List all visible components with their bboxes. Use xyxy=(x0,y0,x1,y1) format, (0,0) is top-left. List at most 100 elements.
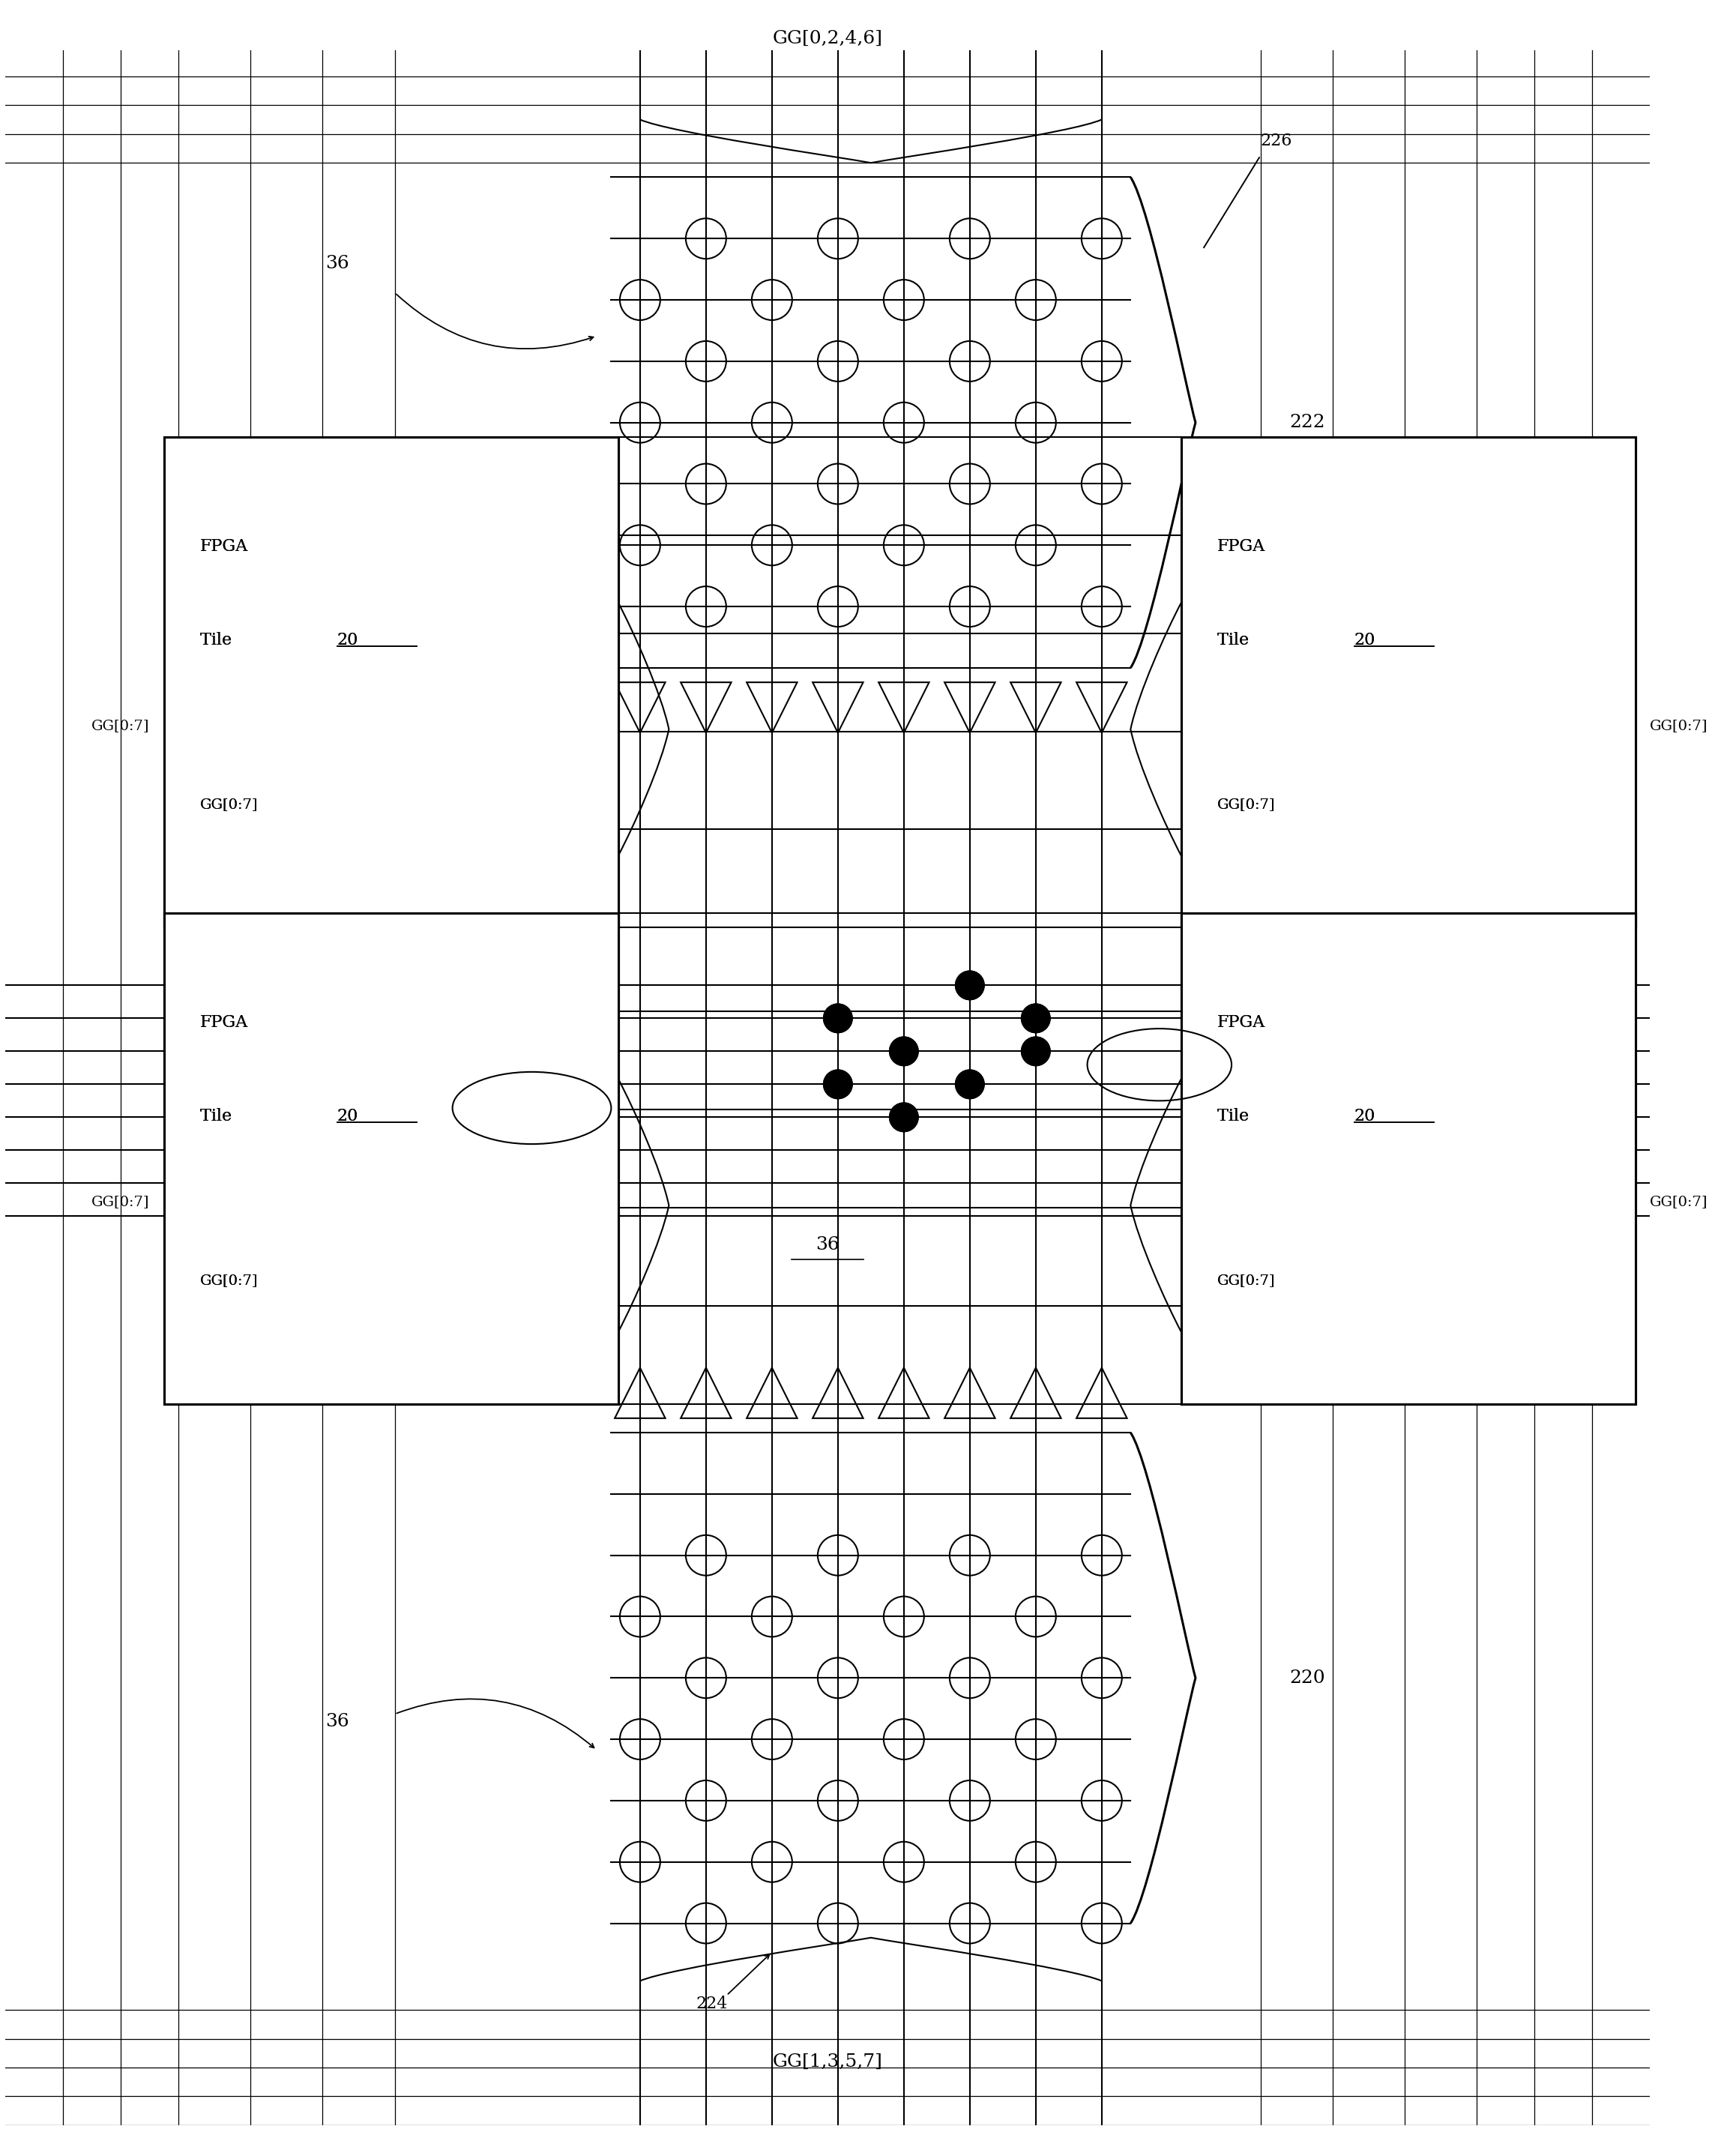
Circle shape xyxy=(1022,1037,1051,1065)
Text: Tile: Tile xyxy=(1217,1108,1254,1125)
Text: Tile: Tile xyxy=(200,1108,238,1125)
FancyBboxPatch shape xyxy=(1181,438,1636,927)
Circle shape xyxy=(381,1037,408,1065)
Circle shape xyxy=(1318,1005,1347,1033)
Text: 20: 20 xyxy=(337,1108,359,1125)
Circle shape xyxy=(381,970,408,1000)
Text: FPGA: FPGA xyxy=(200,1013,248,1031)
Text: FPGA: FPGA xyxy=(200,539,248,554)
Circle shape xyxy=(308,1069,337,1100)
Circle shape xyxy=(1318,1201,1347,1231)
Circle shape xyxy=(1318,1069,1347,1100)
Circle shape xyxy=(1318,970,1347,1000)
FancyBboxPatch shape xyxy=(164,438,619,927)
Text: 222: 222 xyxy=(1289,414,1324,431)
Text: Tile: Tile xyxy=(1217,632,1254,649)
Text: GG[0:7]: GG[0:7] xyxy=(200,798,258,811)
Text: GG[0:7]: GG[0:7] xyxy=(1217,1274,1275,1287)
Text: 20: 20 xyxy=(1354,1108,1376,1125)
Text: 224: 224 xyxy=(696,1996,728,2012)
FancyBboxPatch shape xyxy=(1181,914,1636,1404)
Circle shape xyxy=(1246,1005,1275,1033)
Text: GG[0:7]: GG[0:7] xyxy=(91,1194,149,1210)
Text: 20: 20 xyxy=(337,632,359,649)
Circle shape xyxy=(1246,1104,1275,1132)
Text: FPGA: FPGA xyxy=(1217,539,1265,554)
Circle shape xyxy=(1246,970,1275,1000)
Text: 230: 230 xyxy=(320,1100,352,1117)
Text: Tile: Tile xyxy=(1217,632,1254,649)
Circle shape xyxy=(381,1005,408,1033)
Circle shape xyxy=(955,1069,984,1100)
Text: FPGA: FPGA xyxy=(200,539,248,554)
Circle shape xyxy=(1318,1037,1347,1065)
Circle shape xyxy=(308,1005,337,1033)
Circle shape xyxy=(1318,1169,1347,1197)
FancyBboxPatch shape xyxy=(164,914,619,1404)
FancyBboxPatch shape xyxy=(164,438,619,927)
Circle shape xyxy=(381,1069,408,1100)
Text: 36: 36 xyxy=(815,1235,839,1253)
Circle shape xyxy=(1246,1069,1275,1100)
Text: Tile: Tile xyxy=(200,632,238,649)
FancyBboxPatch shape xyxy=(164,914,619,1404)
Circle shape xyxy=(824,1069,853,1100)
Text: FPGA: FPGA xyxy=(200,1013,248,1031)
Circle shape xyxy=(308,1037,337,1065)
Circle shape xyxy=(889,1037,918,1065)
Circle shape xyxy=(1022,1005,1051,1033)
Text: GG[0:7]: GG[0:7] xyxy=(1217,798,1275,811)
Text: 230: 230 xyxy=(1232,1035,1263,1052)
Circle shape xyxy=(1022,1037,1051,1065)
Circle shape xyxy=(889,1104,918,1132)
Circle shape xyxy=(308,1104,337,1132)
FancyBboxPatch shape xyxy=(164,914,619,1404)
Text: GG[1,3,5,7]: GG[1,3,5,7] xyxy=(772,2053,882,2070)
Circle shape xyxy=(308,1169,337,1197)
Text: 226: 226 xyxy=(1261,134,1292,149)
Text: GG[0:7]: GG[0:7] xyxy=(1217,798,1275,811)
Text: 220: 220 xyxy=(1289,1669,1324,1686)
Circle shape xyxy=(824,1005,853,1033)
Circle shape xyxy=(889,1104,918,1132)
Text: GG[0:7]: GG[0:7] xyxy=(1217,1274,1275,1287)
Circle shape xyxy=(381,1136,408,1164)
Text: GG[0:7]: GG[0:7] xyxy=(1649,718,1707,733)
Circle shape xyxy=(381,1169,408,1197)
Circle shape xyxy=(1246,1201,1275,1231)
Text: GG[0:7]: GG[0:7] xyxy=(200,1274,258,1287)
Circle shape xyxy=(1246,1037,1275,1065)
Text: Tile: Tile xyxy=(200,1108,238,1125)
Circle shape xyxy=(1022,1005,1051,1033)
Circle shape xyxy=(1246,1136,1275,1164)
Circle shape xyxy=(824,1069,853,1100)
Circle shape xyxy=(955,1069,984,1100)
FancyBboxPatch shape xyxy=(1181,914,1636,1404)
Circle shape xyxy=(1318,1104,1347,1132)
Text: Tile: Tile xyxy=(1217,1108,1254,1125)
Text: 20: 20 xyxy=(1354,1108,1376,1125)
Circle shape xyxy=(1246,1169,1275,1197)
Text: 20: 20 xyxy=(337,1108,359,1125)
Text: GG[0,2,4,6]: GG[0,2,4,6] xyxy=(772,30,882,47)
Circle shape xyxy=(381,1104,408,1132)
FancyBboxPatch shape xyxy=(1181,438,1636,927)
Text: 20: 20 xyxy=(1354,632,1376,649)
Circle shape xyxy=(1318,1136,1347,1164)
Text: FPGA: FPGA xyxy=(1217,539,1265,554)
FancyBboxPatch shape xyxy=(1181,914,1636,1404)
Text: 20: 20 xyxy=(1354,632,1376,649)
Text: 36: 36 xyxy=(325,254,349,272)
Circle shape xyxy=(308,1201,337,1231)
Text: GG[0:7]: GG[0:7] xyxy=(200,1274,258,1287)
Text: Tile: Tile xyxy=(200,632,238,649)
Text: FPGA: FPGA xyxy=(1217,1013,1265,1031)
Circle shape xyxy=(308,1136,337,1164)
Circle shape xyxy=(824,1005,853,1033)
Circle shape xyxy=(955,970,984,1000)
Text: 36: 36 xyxy=(325,1712,349,1729)
Text: GG[0:7]: GG[0:7] xyxy=(1649,1194,1707,1210)
Circle shape xyxy=(889,1037,918,1065)
Text: FPGA: FPGA xyxy=(1217,1013,1265,1031)
Text: GG[0:7]: GG[0:7] xyxy=(91,718,149,733)
